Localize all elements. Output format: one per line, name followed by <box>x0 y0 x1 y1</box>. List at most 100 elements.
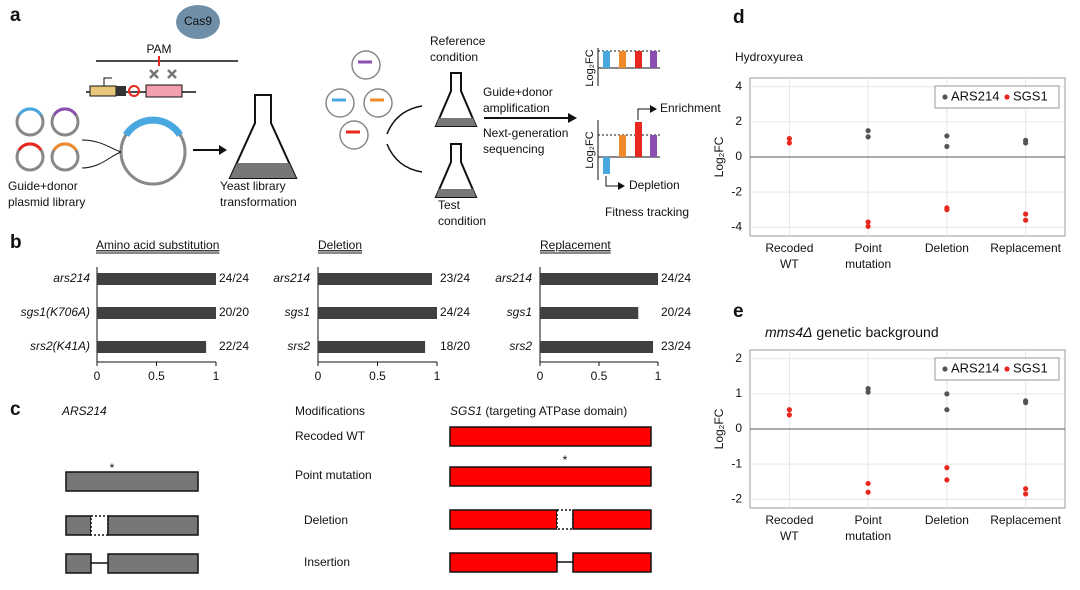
y-axis-label: Log₂FC <box>712 408 726 449</box>
value-label: 22/24 <box>219 339 249 353</box>
point <box>865 389 871 395</box>
y-tick-label: sgs1 <box>507 305 532 319</box>
point <box>865 128 871 134</box>
chart-title: Deletion <box>318 238 362 252</box>
x-tick-label: 0.5 <box>148 369 165 383</box>
legend-label: ARS214 <box>951 88 999 103</box>
x-tick-label: 0 <box>537 369 544 383</box>
label: Enrichment <box>660 101 721 115</box>
x-tick-label: Point <box>854 241 882 255</box>
panel-label: c <box>10 399 21 420</box>
point <box>944 143 950 150</box>
x-tick-label: 0.5 <box>369 369 386 383</box>
point <box>865 480 871 487</box>
y-tick-label: sgs1(K706A) <box>21 305 90 319</box>
label: Depletion <box>629 178 680 192</box>
point <box>786 135 792 142</box>
y-tick-label: sgs1 <box>285 305 310 319</box>
y-tick-label: 0 <box>735 149 742 163</box>
x-tick-label: Replacement <box>990 241 1061 255</box>
label: Next-generation <box>483 126 568 140</box>
label: Fitness tracking <box>605 205 689 219</box>
point <box>1023 140 1029 146</box>
panel-label: d <box>733 7 745 28</box>
point <box>944 465 950 471</box>
point <box>865 219 871 225</box>
x-tick-label: 0.5 <box>591 369 608 383</box>
bar <box>318 273 433 285</box>
label: Yeast library <box>220 179 286 193</box>
chart-title: mms4Δ genetic background <box>765 324 939 340</box>
label: condition <box>438 214 486 228</box>
bar <box>97 307 216 319</box>
value-label: 24/24 <box>661 271 691 285</box>
label: ARS214 <box>61 404 107 418</box>
x-tick-label: Recoded <box>765 513 813 527</box>
panel-label: a <box>10 5 21 26</box>
bar <box>97 273 216 285</box>
y-axis-label: Log₂FC <box>712 136 726 177</box>
x-tick-label: WT <box>780 529 799 543</box>
value-label: 23/24 <box>661 339 691 353</box>
x-tick-label: Point <box>854 513 882 527</box>
legend-swatch <box>1004 94 1010 100</box>
bar <box>97 341 207 353</box>
point <box>944 207 950 213</box>
label: SGS1 (targeting ATPase domain) <box>450 404 627 418</box>
point <box>1023 400 1029 406</box>
point <box>865 223 871 229</box>
label: condition <box>430 50 478 64</box>
y-tick-label: -4 <box>731 219 742 233</box>
x-tick-label: 0 <box>94 369 101 383</box>
x-tick-label: 1 <box>213 369 220 383</box>
value-label: 20/20 <box>219 305 249 319</box>
value-label: 24/24 <box>440 305 470 319</box>
value-label: 18/20 <box>440 339 470 353</box>
point <box>865 489 871 495</box>
bar <box>318 307 437 319</box>
label: Modifications <box>295 404 365 418</box>
legend <box>934 85 1060 109</box>
y-tick-label: srs2 <box>509 339 532 353</box>
x-tick-label: Deletion <box>925 241 969 255</box>
point <box>1023 211 1029 217</box>
x-tick-label: WT <box>780 257 799 271</box>
point <box>1023 491 1029 497</box>
value-label: 20/24 <box>661 305 691 319</box>
y-tick-label: -1 <box>731 456 742 470</box>
label: Insertion <box>304 555 350 569</box>
y-tick-label: srs2 <box>287 339 310 353</box>
label: Recoded WT <box>295 429 366 443</box>
y-tick-label: srs2(K41A) <box>30 339 90 353</box>
y-tick-label: -2 <box>731 491 742 505</box>
point <box>786 407 792 413</box>
value-label: 24/24 <box>219 271 249 285</box>
point <box>865 134 871 140</box>
label: plasmid library <box>8 195 85 209</box>
point <box>786 140 792 146</box>
mini-bars <box>603 51 657 68</box>
x-tick-label: Deletion <box>925 513 969 527</box>
label: amplification <box>483 101 550 115</box>
point <box>1023 217 1029 223</box>
bar <box>540 341 654 353</box>
label: Guide+donor <box>483 85 553 99</box>
chart-title: Amino acid substitution <box>96 238 219 252</box>
legend <box>934 357 1060 381</box>
label: Test <box>438 198 461 212</box>
label: PAM <box>146 42 171 56</box>
y-tick-label: 2 <box>735 114 742 128</box>
label: Cas9 <box>184 14 212 28</box>
axis-label: Log₂FC <box>584 131 596 168</box>
label: sequencing <box>483 142 544 156</box>
point <box>944 133 950 139</box>
chart-title: Replacement <box>540 238 611 252</box>
y-tick-label: ars214 <box>495 271 532 285</box>
bar <box>318 341 426 353</box>
label: transformation <box>220 195 297 209</box>
point <box>1023 486 1029 492</box>
panel-label: e <box>733 301 744 322</box>
legend-swatch <box>942 366 948 372</box>
y-tick-label: ars214 <box>53 271 90 285</box>
panel-label: b <box>10 232 22 253</box>
